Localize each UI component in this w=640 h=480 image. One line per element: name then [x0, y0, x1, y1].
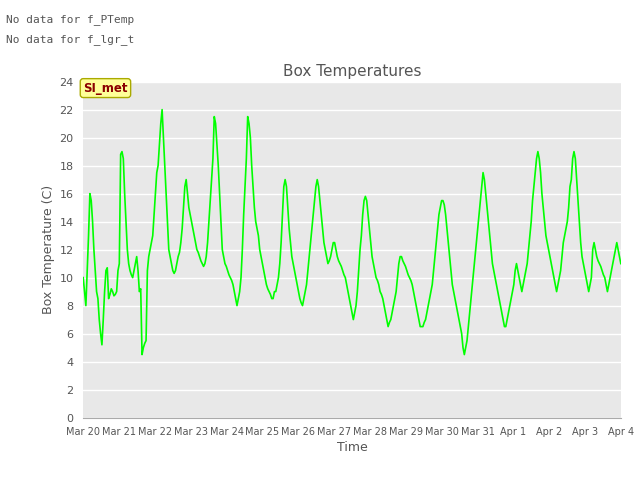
Title: Box Temperatures: Box Temperatures	[283, 64, 421, 79]
Text: No data for f_lgr_t: No data for f_lgr_t	[6, 34, 134, 45]
X-axis label: Time: Time	[337, 442, 367, 455]
Text: SI_met: SI_met	[83, 82, 128, 95]
Text: No data for f_PTemp: No data for f_PTemp	[6, 14, 134, 25]
Y-axis label: Box Temperature (C): Box Temperature (C)	[42, 185, 55, 314]
